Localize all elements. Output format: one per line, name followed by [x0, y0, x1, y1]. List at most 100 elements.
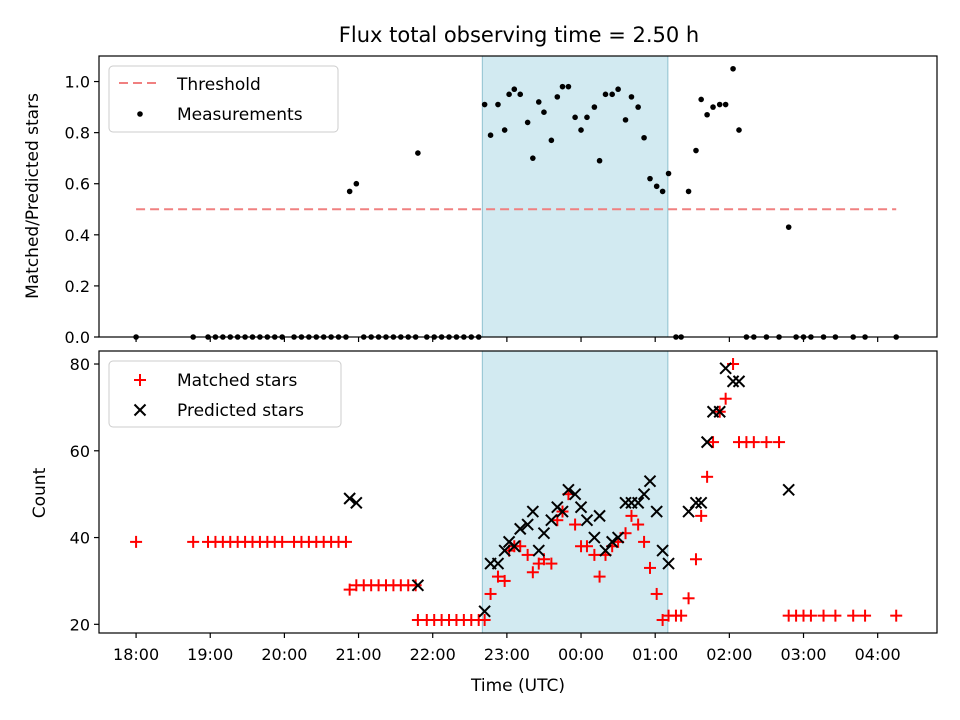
bottom-y-tick-label: 40 — [70, 529, 90, 548]
matched-star-point — [625, 509, 638, 522]
matched-star-point — [339, 535, 352, 548]
measurement-point — [609, 91, 615, 98]
bottom-x-axis: 18:00 19:00 20:00 21:00 22:00 23:00 00:00 01:00… — [113, 633, 901, 664]
measurement-point — [572, 114, 578, 121]
predicted-star-point — [491, 557, 505, 570]
x-tick-label: 22:00 — [410, 645, 456, 664]
predicted-star-point — [689, 496, 703, 510]
matched-star-point — [829, 609, 842, 622]
measurement-point — [730, 65, 736, 72]
x-tick-label: 19:00 — [187, 645, 233, 664]
predicted-legend-label: Predicted stars — [177, 401, 304, 421]
measurement-point — [785, 224, 792, 230]
matched-legend-swatch — [134, 374, 146, 386]
bottom-y-tick-label: 60 — [70, 442, 90, 461]
measurement-point — [736, 127, 742, 133]
predicted-star-point — [521, 518, 534, 531]
bottom-plot-frame — [98, 350, 938, 634]
measurement-point — [704, 111, 710, 118]
predicted-star-point — [545, 513, 558, 527]
x-tick-label: 00:00 — [558, 645, 604, 664]
matched-star-point — [545, 557, 558, 570]
predicted-star-point — [662, 557, 675, 570]
measurement-point — [559, 83, 566, 90]
matched-star-point — [760, 436, 773, 449]
matched-star-point — [701, 470, 714, 483]
matched-star-point — [859, 609, 872, 622]
top-y-tick-label: 0.0 — [65, 328, 90, 347]
predicted-star-point — [719, 362, 732, 375]
matched-star-point — [343, 583, 356, 596]
matched-star-point — [747, 436, 760, 449]
predicted-legend-marker — [133, 403, 147, 417]
bottom-legend-box — [108, 360, 342, 428]
x-axis-label: Time (UTC) — [470, 676, 565, 696]
matched-star-point — [484, 587, 497, 600]
matched-star-point — [773, 436, 786, 449]
measurement-point — [722, 101, 729, 108]
predicted-stars-series — [343, 362, 795, 618]
top-y-tick-label: 0.8 — [65, 124, 90, 143]
predicted-star-point — [350, 496, 363, 510]
measurements-legend-label: Measurements — [177, 105, 303, 125]
matched-star-point — [638, 535, 651, 548]
predicted-legend-swatch — [133, 403, 147, 417]
matched-star-point — [689, 553, 702, 566]
measurement-point — [653, 183, 660, 190]
measurement-point — [665, 170, 672, 177]
matched-star-point — [491, 570, 504, 583]
matched-star-point — [478, 613, 491, 626]
x-tick-label: 01:00 — [632, 645, 678, 664]
matched-star-point — [588, 548, 601, 561]
predicted-star-point — [631, 496, 645, 510]
measurement-point — [641, 134, 647, 141]
measurement-point — [596, 157, 603, 164]
measurement-point — [693, 147, 699, 154]
predicted-star-point — [580, 513, 594, 527]
matched-star-point — [650, 587, 663, 600]
measurement-point — [622, 117, 629, 123]
predicted-star-point — [694, 496, 708, 510]
matched-star-point — [682, 592, 695, 605]
measurement-point — [530, 155, 536, 161]
top-y-tick-label: 0.4 — [65, 226, 90, 245]
top-y-tick-label: 0.6 — [65, 175, 90, 194]
bottom-legend: Matched stars Predicted stars — [108, 360, 342, 428]
measurement-point — [716, 101, 723, 108]
matched-star-point — [804, 609, 817, 622]
matched-star-point — [675, 609, 688, 622]
top-legend: Threshold Measurements — [108, 65, 339, 133]
measurement-point — [659, 188, 666, 195]
predicted-star-point — [514, 522, 527, 536]
predicted-star-point — [637, 487, 651, 501]
matched-star-point — [644, 561, 657, 574]
top-plot-frame — [98, 55, 938, 338]
measurement-point — [615, 86, 621, 93]
matched-star-point — [514, 540, 527, 553]
matched-star-point — [521, 548, 534, 561]
measurement-point — [541, 109, 547, 115]
matched-legend-label: Matched stars — [177, 371, 297, 391]
predicted-star-point — [562, 483, 575, 497]
measurement-point — [591, 104, 598, 110]
measurement-point — [495, 101, 501, 108]
predicted-star-point — [343, 492, 356, 505]
matched-star-point — [632, 518, 645, 531]
measurement-point — [554, 94, 561, 100]
measurement-point — [647, 175, 653, 182]
predicted-star-point — [568, 487, 582, 501]
measurement-point — [511, 86, 518, 93]
bottom-y-axis: 20 40 60 80 — [70, 355, 99, 634]
predicted-star-point — [411, 579, 425, 592]
measurement-point — [710, 104, 716, 110]
matched-star-point — [526, 566, 539, 579]
top-panel: 0.0 0.2 0.4 0.6 0.8 1.0 Matched/Predicted sta… — [23, 55, 938, 347]
top-y-tick-label: 1.0 — [65, 73, 90, 92]
predicted-star-point — [605, 535, 619, 549]
measurement-point — [565, 83, 572, 90]
x-tick-label: 02:00 — [706, 645, 752, 664]
predicted-star-point — [643, 474, 657, 488]
matched-legend-marker — [134, 374, 146, 386]
